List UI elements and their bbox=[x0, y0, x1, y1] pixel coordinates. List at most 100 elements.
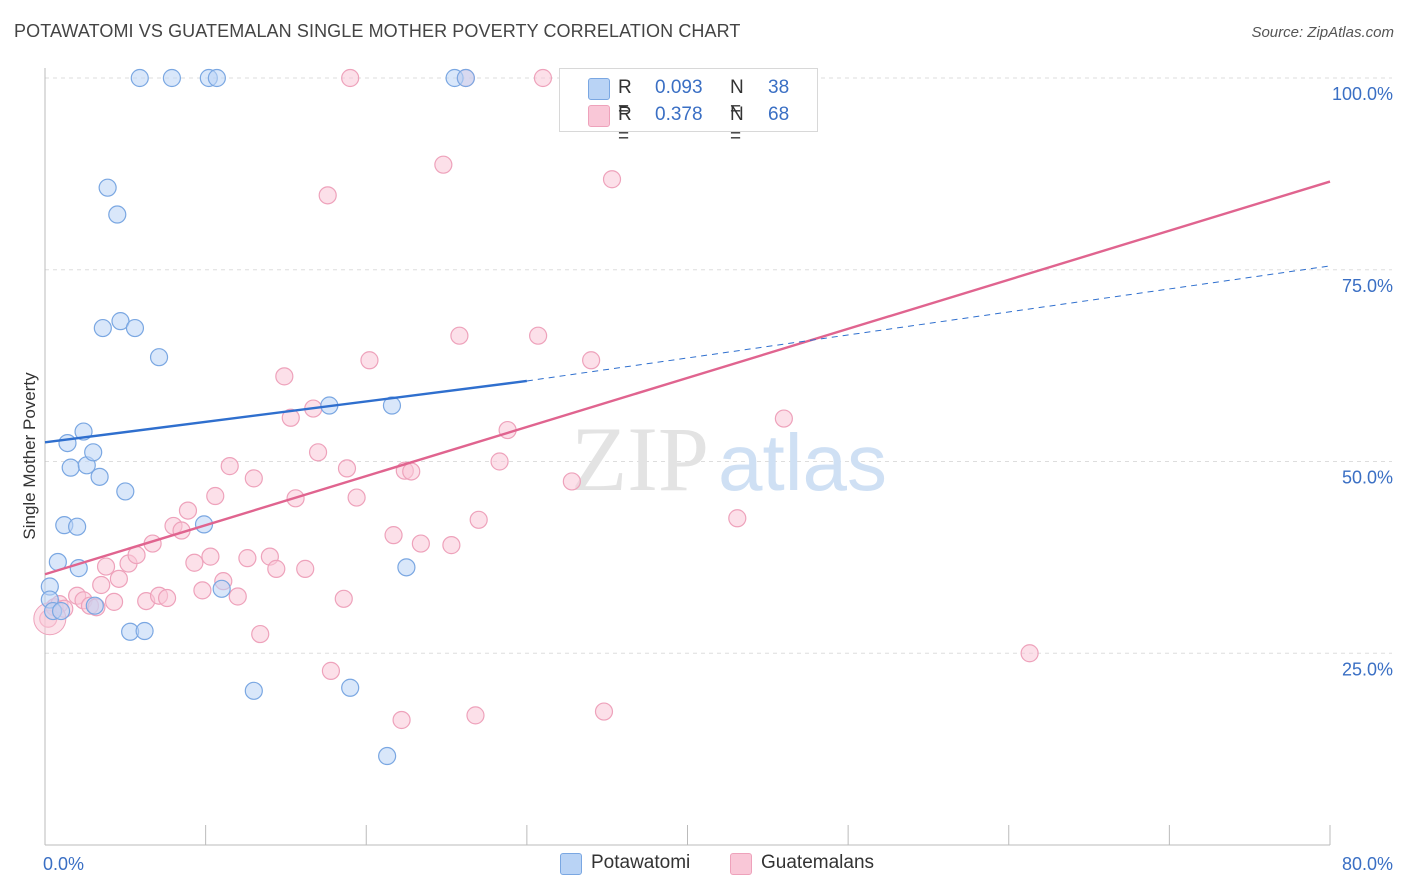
chart-title: POTAWATOMI VS GUATEMALAN SINGLE MOTHER P… bbox=[14, 21, 741, 41]
gridlines bbox=[45, 77, 1392, 654]
guatemalans-point bbox=[594, 702, 614, 721]
potawatomi-point bbox=[58, 433, 77, 453]
n-value: 38 bbox=[768, 77, 790, 98]
guatemalans-legend-swatch bbox=[730, 853, 752, 875]
potawatomi-point bbox=[456, 68, 475, 88]
guatemalans-point bbox=[469, 510, 488, 529]
guatemalans-point bbox=[347, 488, 366, 507]
potawatomi-legend-label: Potawatomi bbox=[591, 852, 691, 873]
guatemalans-point bbox=[296, 559, 315, 578]
guatemalans-point bbox=[582, 351, 601, 370]
guatemalans-point bbox=[602, 170, 622, 189]
guatemalans-point bbox=[533, 68, 553, 88]
x-tick-label: 80.0% bbox=[1342, 854, 1393, 874]
guatemalans-point bbox=[466, 706, 485, 725]
watermark-zip: ZIP bbox=[571, 408, 709, 510]
potawatomi-point bbox=[98, 178, 117, 197]
guatemalans-point bbox=[275, 367, 294, 386]
potawatomi-point bbox=[108, 205, 127, 224]
guatemalans-point bbox=[244, 469, 263, 488]
potawatomi-point bbox=[212, 579, 231, 598]
guatemalans-point bbox=[201, 547, 220, 566]
potawatomi-point bbox=[130, 68, 149, 88]
potawatomi-point bbox=[397, 558, 416, 577]
guatemalans-point bbox=[774, 409, 793, 428]
guatemalans-point bbox=[220, 457, 239, 476]
guatemalans-point bbox=[318, 186, 337, 205]
guatemalans-point bbox=[308, 443, 328, 462]
potawatomi-point bbox=[341, 678, 360, 697]
potawatomi-swatch bbox=[588, 78, 610, 100]
potawatomi-point bbox=[93, 318, 112, 338]
potawatomi-legend-swatch bbox=[560, 853, 582, 875]
r-value: 0.093 bbox=[655, 77, 703, 98]
guatemalans-point bbox=[206, 486, 225, 506]
guatemalans-point bbox=[442, 536, 461, 555]
guatemalans-point bbox=[281, 408, 300, 427]
guatemalans-point bbox=[251, 624, 270, 644]
n-label: N = bbox=[730, 104, 744, 147]
guatemalans-point bbox=[728, 509, 747, 528]
potawatomi-point bbox=[162, 68, 181, 88]
guatemalans-point bbox=[193, 581, 212, 600]
n-label: N = bbox=[730, 77, 744, 120]
guatemalans-point bbox=[392, 710, 411, 730]
potawatomi-point bbox=[116, 482, 135, 501]
potawatomi-point bbox=[51, 601, 71, 621]
potawatomi-point bbox=[90, 467, 109, 486]
r-value: 0.378 bbox=[655, 104, 703, 125]
guatemalans-point bbox=[337, 459, 357, 478]
potawatomi-point bbox=[244, 681, 263, 700]
guatemalans-point bbox=[267, 559, 286, 578]
guatemalans-point bbox=[434, 155, 453, 174]
y-tick-label: 100.0% bbox=[1332, 84, 1393, 104]
potawatomi-point bbox=[207, 68, 226, 88]
guatemalans-point bbox=[185, 553, 204, 572]
tick-labels: 25.0% 50.0% 75.0% 100.0% 0.0% 80.0% bbox=[43, 84, 1393, 874]
potawatomi-point bbox=[194, 515, 214, 534]
potawatomi-trend-line bbox=[44, 379, 528, 444]
y-axis-label: Single Mother Poverty bbox=[20, 372, 39, 540]
guatemalans-point bbox=[450, 326, 469, 345]
guatemalans-trend-line bbox=[44, 180, 1331, 576]
potawatomi-point bbox=[378, 746, 397, 766]
watermark-atlas: atlas bbox=[718, 418, 887, 507]
correlation-legend: R = 0.093 N = 38 R = 0.378 N = 68 bbox=[559, 68, 818, 147]
guatemalans-point bbox=[490, 452, 509, 471]
y-tick-label: 75.0% bbox=[1342, 276, 1393, 296]
potawatomi-point bbox=[111, 312, 130, 331]
guatemalans-point bbox=[109, 569, 128, 588]
potawatomi-point bbox=[149, 348, 169, 367]
guatemalans-points bbox=[33, 68, 1039, 730]
guatemalans-point bbox=[1020, 644, 1039, 663]
trend-lines bbox=[44, 180, 1331, 576]
potawatomi-point bbox=[61, 458, 80, 477]
potawatomi-point bbox=[84, 443, 103, 462]
guatemalans-swatch bbox=[588, 105, 610, 127]
x-tick-label: 0.0% bbox=[43, 854, 84, 874]
guatemalans-point bbox=[334, 589, 353, 608]
axes bbox=[44, 68, 1331, 846]
potawatomi-point bbox=[125, 318, 145, 338]
guatemalans-point bbox=[384, 526, 403, 545]
guatemalans-point bbox=[228, 587, 247, 606]
potawatomi-point bbox=[135, 621, 154, 641]
guatemalans-point bbox=[360, 351, 379, 370]
guatemalans-point bbox=[402, 462, 421, 481]
y-tick-label: 50.0% bbox=[1342, 468, 1393, 488]
guatemalans-point bbox=[104, 592, 124, 611]
guatemalans-point bbox=[321, 661, 341, 680]
n-value: 68 bbox=[768, 104, 790, 125]
guatemalans-legend-label: Guatemalans bbox=[761, 852, 875, 873]
guatemalans-point bbox=[341, 68, 360, 88]
potawatomi-point bbox=[68, 517, 87, 536]
guatemalans-point bbox=[157, 588, 177, 608]
potawatomi-points bbox=[40, 68, 475, 766]
guatemalans-point bbox=[92, 575, 111, 595]
guatemalans-point bbox=[562, 472, 581, 491]
guatemalans-point bbox=[529, 326, 548, 345]
guatemalans-point bbox=[238, 549, 257, 568]
r-label: R = bbox=[618, 104, 632, 147]
potawatomi-trend-extension bbox=[526, 265, 1331, 382]
